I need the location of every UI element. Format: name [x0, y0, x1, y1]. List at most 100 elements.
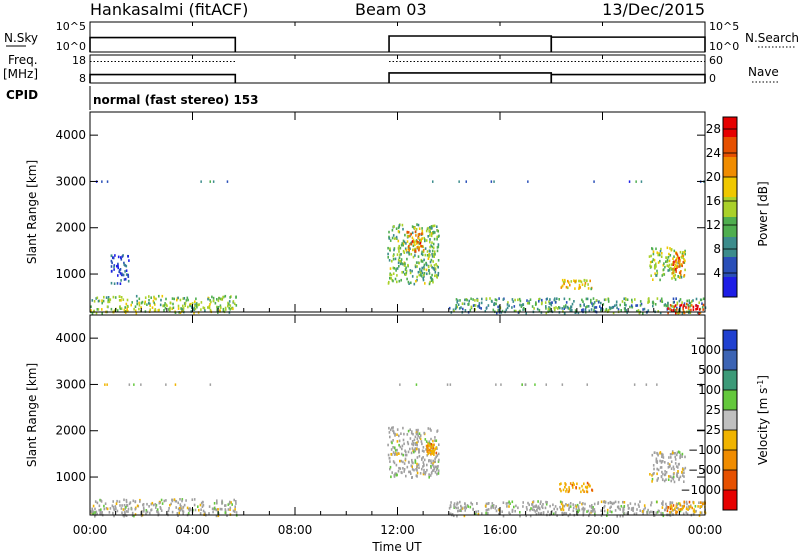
- data-cell: [464, 309, 467, 312]
- data-cell: [579, 304, 582, 308]
- data-cell: [437, 265, 439, 269]
- data-cell: [179, 506, 181, 510]
- data-cell: [431, 226, 433, 230]
- data-cell: [585, 297, 588, 301]
- data-cell: [528, 503, 530, 507]
- data-cell: [169, 503, 171, 507]
- data-cell: [421, 274, 423, 278]
- data-cell: [526, 299, 528, 302]
- data-cell: [430, 443, 433, 446]
- data-cell: [666, 304, 668, 307]
- data-cell: [486, 508, 488, 512]
- data-cell: [431, 241, 433, 244]
- data-cell: [190, 508, 192, 511]
- data-cell: [138, 301, 140, 305]
- x-tick-label: 20:00: [585, 523, 620, 537]
- data-cell: [659, 259, 661, 263]
- data-cell: [431, 469, 434, 472]
- data-cell: [179, 298, 182, 302]
- data-cell: [455, 304, 457, 307]
- data-cell: [674, 455, 676, 459]
- data-cell: [538, 298, 540, 301]
- data-cell: [561, 284, 564, 288]
- data-cell: [656, 472, 658, 476]
- data-cell: [417, 440, 419, 443]
- data-cell: [508, 511, 510, 514]
- data-cell: [413, 450, 415, 454]
- data-cell: [432, 180, 434, 183]
- data-cell: [407, 263, 409, 267]
- data-cell: [534, 505, 536, 508]
- data-cell: [419, 239, 421, 242]
- data-cell: [175, 506, 177, 509]
- data-cell: [430, 466, 432, 470]
- data-cell: [189, 304, 191, 308]
- data-cell: [421, 253, 424, 257]
- data-cell: [664, 461, 666, 464]
- data-cell: [588, 309, 591, 313]
- data-cell: [681, 254, 683, 258]
- data-cell: [397, 469, 400, 473]
- velocity-colorbar-swatch: [723, 470, 737, 491]
- data-cell: [102, 299, 105, 303]
- data-cell: [464, 505, 467, 508]
- data-cell: [552, 512, 555, 516]
- data-cell: [668, 267, 671, 271]
- data-cell: [434, 439, 436, 442]
- data-cell: [116, 309, 119, 312]
- data-cell: [389, 267, 392, 270]
- data-cell: [545, 500, 547, 504]
- data-cell: [431, 252, 433, 256]
- data-cell: [421, 229, 424, 233]
- data-cell: [600, 500, 603, 504]
- data-cell: [232, 509, 235, 513]
- data-cell: [667, 466, 670, 469]
- data-cell: [91, 299, 94, 302]
- data-cell: [555, 306, 557, 309]
- data-cell: [470, 297, 472, 301]
- data-cell: [656, 269, 658, 273]
- data-cell: [655, 457, 658, 461]
- data-cell: [403, 251, 406, 254]
- data-cell: [429, 226, 431, 229]
- data-cell: [684, 268, 686, 272]
- data-cell: [153, 301, 155, 305]
- data-cell: [572, 503, 574, 506]
- data-cell: [567, 286, 569, 290]
- data-cell: [196, 305, 198, 309]
- data-cell: [676, 510, 678, 514]
- data-cell: [625, 298, 627, 301]
- data-cell: [211, 295, 213, 299]
- data-cell: [536, 307, 539, 311]
- data-cell: [650, 503, 652, 507]
- data-cell: [414, 443, 417, 446]
- data-cell: [568, 508, 570, 511]
- data-cell: [402, 467, 404, 470]
- data-cell: [537, 500, 539, 503]
- data-cell: [664, 303, 667, 306]
- data-cell: [438, 443, 440, 446]
- data-cell: [416, 240, 418, 243]
- power-colorbar-tick-label: 8: [713, 242, 721, 256]
- data-cell: [411, 440, 414, 443]
- data-cell: [217, 305, 220, 309]
- data-cell: [478, 302, 481, 305]
- data-cell: [677, 470, 679, 473]
- power-colorbar-swatch: [723, 237, 737, 258]
- data-cell: [562, 280, 565, 284]
- data-cell: [673, 305, 676, 308]
- data-cell: [645, 383, 648, 386]
- data-cell: [617, 500, 620, 504]
- data-cell: [402, 426, 404, 430]
- data-cell: [577, 507, 580, 510]
- data-cell: [676, 306, 678, 310]
- data-cell: [219, 507, 222, 511]
- data-cell: [623, 297, 625, 301]
- data-cell: [656, 383, 658, 386]
- data-cell: [687, 304, 690, 307]
- data-cell: [599, 305, 601, 308]
- data-cell: [459, 500, 461, 504]
- velocity-colorbar-label: Velocity [m s-1]: [756, 375, 770, 465]
- data-cell: [416, 456, 419, 459]
- data-cell: [554, 301, 557, 304]
